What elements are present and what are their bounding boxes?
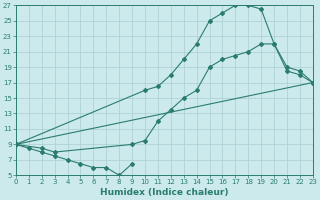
X-axis label: Humidex (Indice chaleur): Humidex (Indice chaleur): [100, 188, 228, 197]
